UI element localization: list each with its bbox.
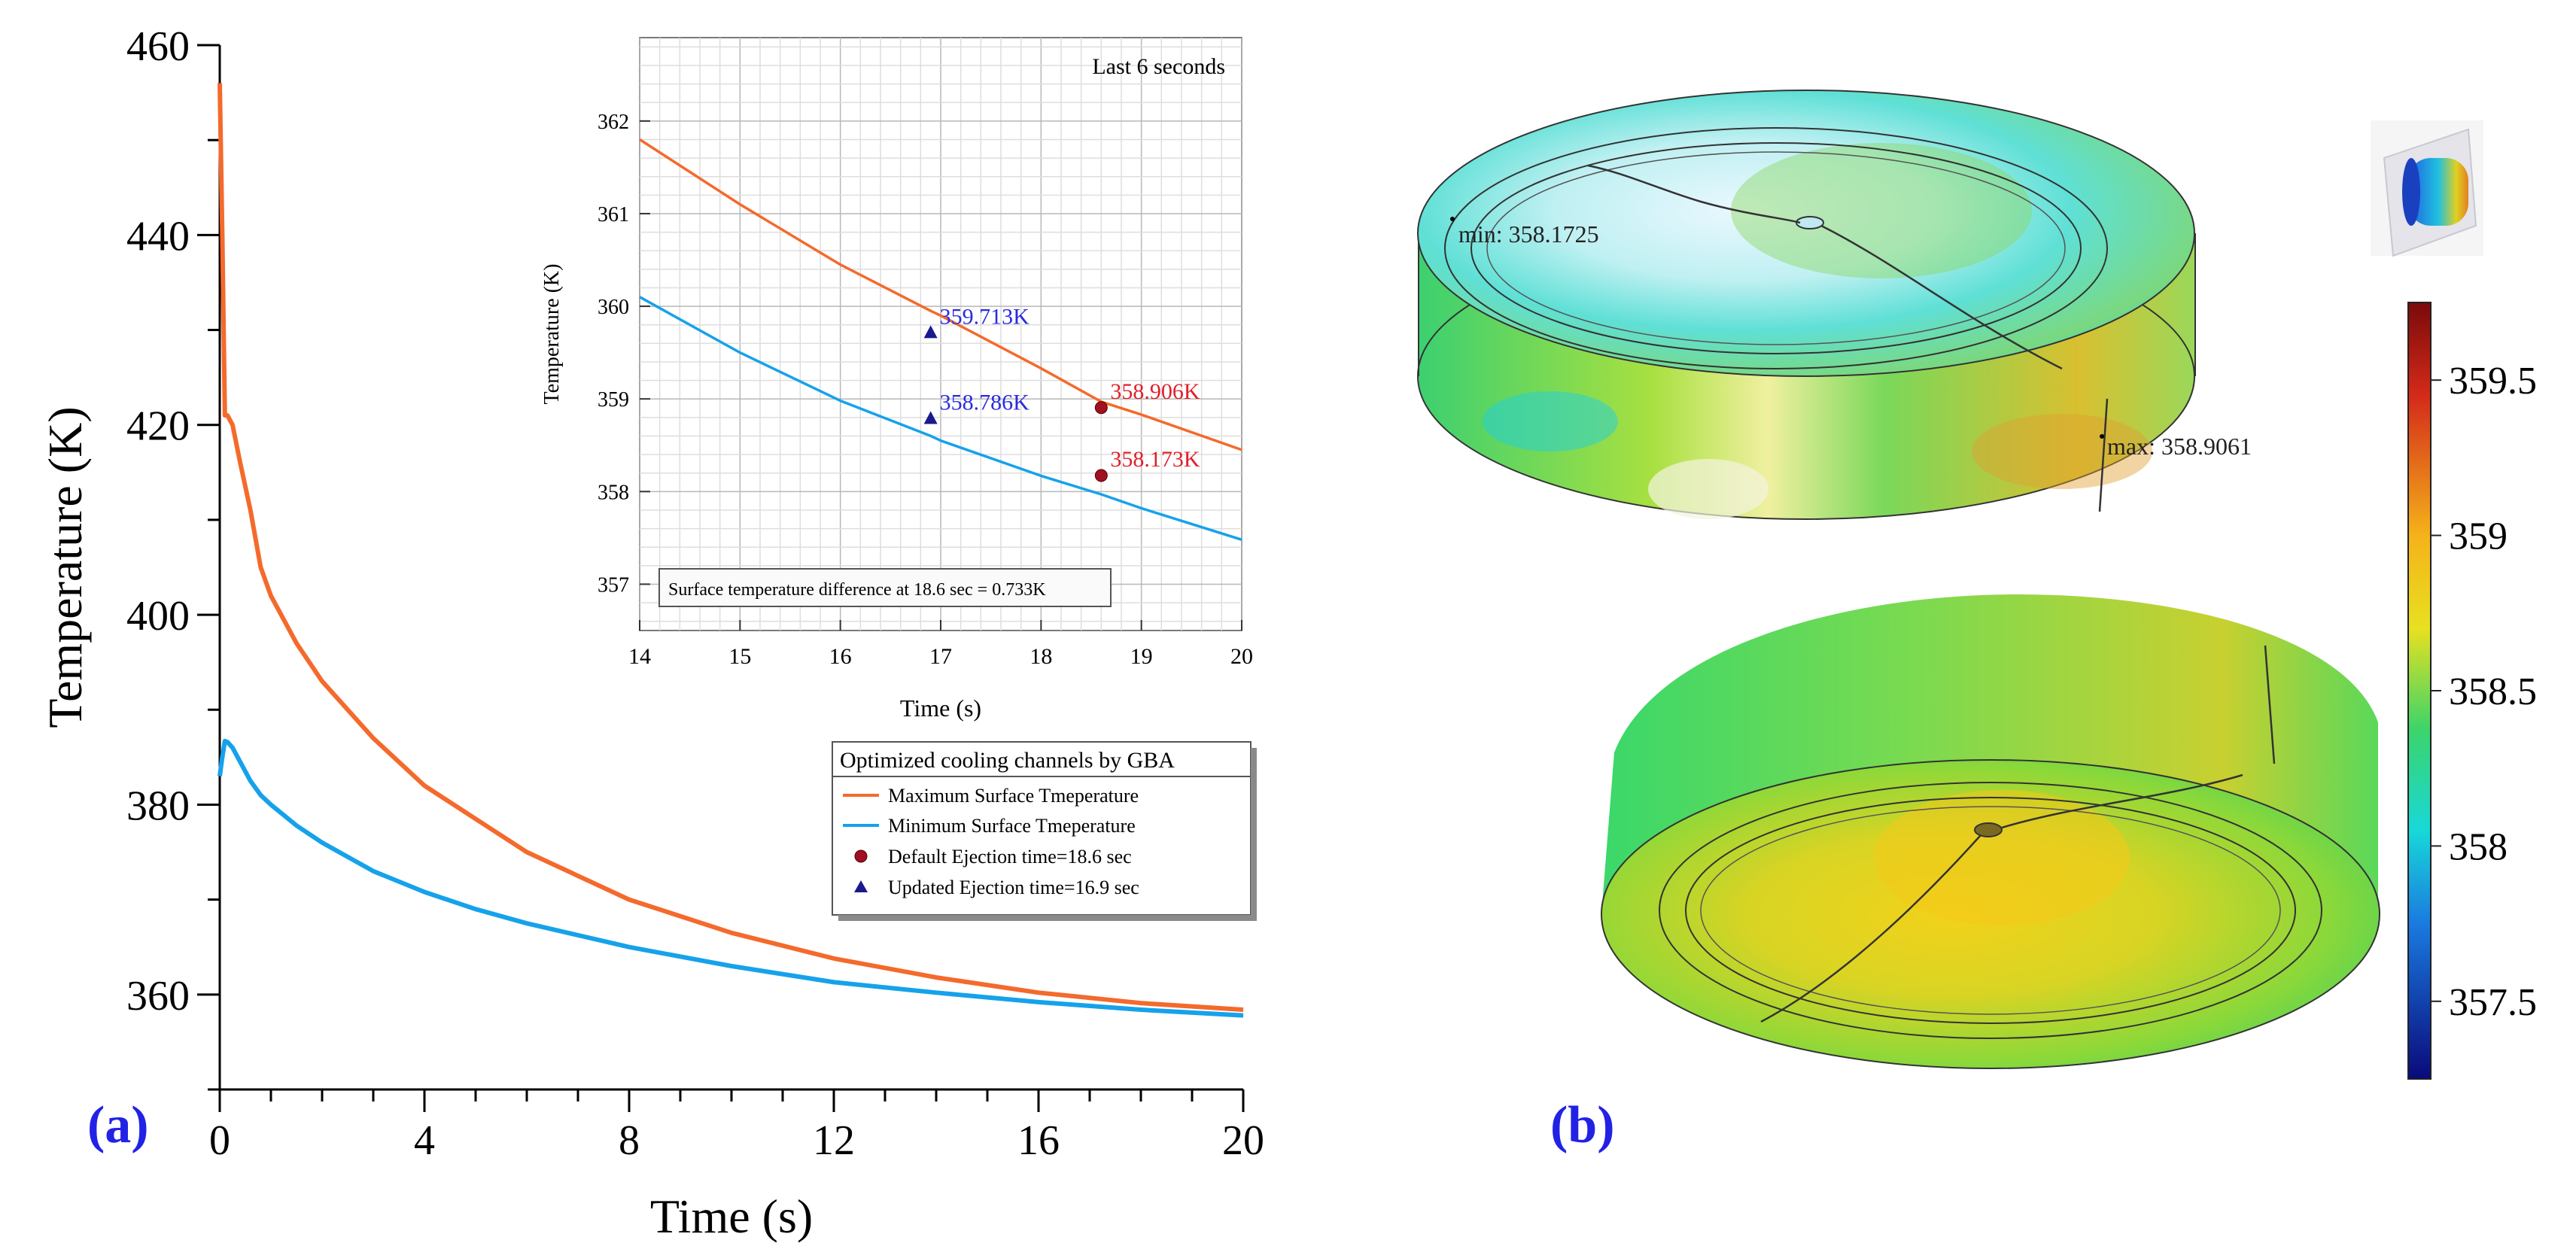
inset-annotation-text: Surface temperature difference at 18.6 s…: [668, 580, 1046, 600]
inset-series-line: [639, 296, 1242, 541]
inset-series-line: [639, 138, 1242, 451]
main-x-tick-label: 4: [414, 1117, 435, 1164]
orientation-cube-icon: [2371, 120, 2483, 257]
colorbar-tick-label: 358.5: [2449, 670, 2537, 713]
main-chart: 360 380 400 420 440 460 0 4 8 12 16 20 Time (s) Te…: [38, 23, 1264, 1243]
max-label: max: 358.9061: [2107, 433, 2252, 460]
min-label: min: 358.1725: [1458, 220, 1599, 248]
legend: Optimized cooling channels by GBA Maximu…: [832, 741, 1257, 921]
inset-y-tick-label: 361: [598, 203, 629, 226]
legend-entry-default-ejection: Default Ejection time=18.6 sec: [854, 846, 1132, 868]
inset-x-tick-label: 19: [1130, 644, 1153, 669]
legend-entry-label: Updated Ejection time=16.9 sec: [888, 877, 1139, 898]
main-y-tick-label: 400: [126, 593, 190, 640]
legend-entry-max: Maximum Surface Tmeperature: [843, 785, 1139, 807]
inset-annotation-box: Surface temperature difference at 18.6 s…: [658, 568, 1112, 607]
main-y-tick-label: 380: [126, 782, 190, 829]
main-x-axis: 0 4 8 12 16 20: [209, 1088, 1264, 1164]
legend-entry-label: Minimum Surface Tmeperature: [888, 815, 1136, 837]
inset-x-tick-label: 16: [829, 644, 852, 669]
inset-x-tick-label: 17: [929, 644, 952, 669]
main-y-tick-label: 420: [126, 403, 190, 450]
inset-title: Last 6 seconds: [1092, 54, 1225, 79]
inset-x-axis-label: Time (s): [900, 694, 981, 722]
inset-point-marker: [1094, 401, 1108, 415]
main-x-tick-label: 16: [1017, 1117, 1060, 1164]
colorbar-tick-label: 358: [2449, 825, 2508, 868]
bottom-disk-render: [1601, 594, 2380, 1069]
legend-entry-updated-ejection: Updated Ejection time=16.9 sec: [854, 877, 1139, 898]
inset-x-tick-label: 15: [728, 644, 751, 669]
main-y-tick-label: 460: [126, 23, 190, 70]
panel-b: (b) min: 358.1725 max: 358.9061: [1417, 90, 2537, 1154]
main-series-line: [217, 738, 1244, 1018]
inset-y-tick-label: 360: [598, 296, 629, 319]
colorbar-tick-label: 357.5: [2449, 981, 2537, 1024]
main-y-axis: 360 380 400 420 440 460: [126, 23, 221, 1091]
colorbar: 359.5 359 358.5 358 357.5: [2407, 302, 2537, 1080]
inset-y-tick-label: 358: [598, 481, 629, 504]
main-x-axis-label: Time (s): [650, 1190, 813, 1243]
inset-y-tick-label: 362: [598, 111, 629, 134]
inset-point-marker: [1094, 469, 1108, 482]
colorbar-tick-label: 359.5: [2449, 360, 2537, 403]
main-y-tick-label: 440: [126, 213, 190, 260]
main-x-tick-label: 12: [813, 1117, 855, 1164]
main-y-tick-label: 360: [126, 973, 190, 1019]
legend-entry-label: Default Ejection time=18.6 sec: [888, 846, 1132, 868]
inset-point-label: 359.713K: [940, 304, 1030, 329]
main-x-tick-label: 0: [209, 1117, 230, 1164]
inset-point-label: 358.173K: [1110, 447, 1200, 472]
main-series-line: [217, 83, 1244, 1012]
main-x-tick-label: 8: [619, 1117, 640, 1164]
top-disk-render: min: 358.1725 max: 358.9061: [1417, 90, 2252, 520]
panel-a-label: (a): [87, 1096, 149, 1154]
legend-entry-label: Maximum Surface Tmeperature: [888, 785, 1139, 807]
inset-point-label: 358.906K: [1110, 379, 1200, 404]
main-y-axis-label: Temperature (K): [38, 406, 92, 728]
legend-entry-min: Minimum Surface Tmeperature: [843, 815, 1136, 837]
inset-y-tick-label: 357: [598, 573, 629, 597]
panel-b-label: (b): [1550, 1096, 1615, 1154]
inset-x-tick-label: 14: [628, 644, 651, 669]
colorbar-gradient: [2407, 302, 2432, 1080]
inset-point-marker: [923, 411, 938, 424]
legend-title: Optimized cooling channels by GBA: [840, 748, 1175, 773]
inset-point-marker: [923, 325, 938, 339]
main-x-tick-label: 20: [1222, 1117, 1264, 1164]
inset-point-label: 358.786K: [940, 390, 1030, 415]
inset-x-tick-label: 18: [1029, 644, 1052, 669]
inset-chart: 357 358 359 360 361 362 14 15 16 17 18 19 20 Last 6…: [540, 37, 1253, 722]
inset-y-axis-label: Temperature (K): [540, 264, 564, 405]
inset-x-tick-label: 20: [1230, 644, 1253, 669]
inset-y-tick-label: 359: [598, 388, 629, 412]
colorbar-tick-label: 359: [2449, 515, 2508, 558]
